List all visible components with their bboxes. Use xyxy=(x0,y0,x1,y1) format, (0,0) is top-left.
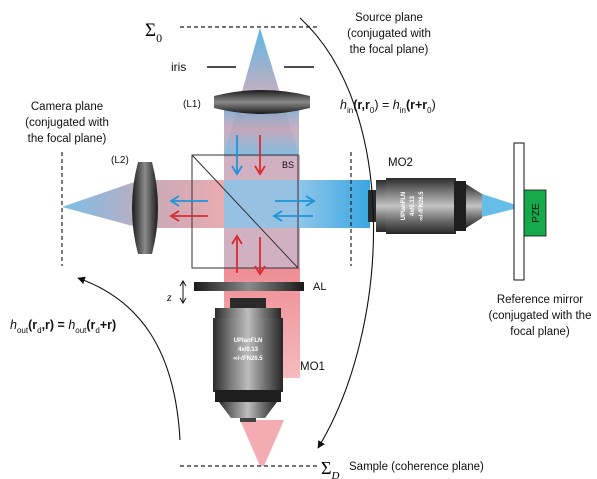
arrow-blue-return-head xyxy=(272,210,283,222)
splitter-beam-h xyxy=(224,180,300,228)
al-plate xyxy=(194,282,304,291)
camera-plane-line2: (conjugated with xyxy=(25,117,109,129)
z-label: z xyxy=(166,290,172,304)
reference-focus-beam xyxy=(470,190,522,220)
arrow-red-down-head xyxy=(254,265,266,276)
beam-splitter xyxy=(191,154,299,269)
h-in-equation: hin(r,r0) = hin(r+r0) xyxy=(340,98,436,115)
beam-arrows xyxy=(169,135,316,276)
mo2-text-1: UPlanFLN xyxy=(401,192,407,221)
mo1-objective xyxy=(213,298,283,422)
pze-label: PZE xyxy=(531,203,542,223)
camera-plane-line1: Camera plane xyxy=(31,101,103,113)
al-label: AL xyxy=(313,281,326,293)
source-plane-line3: the focal plane) xyxy=(350,44,429,56)
bs-label: BS xyxy=(282,160,294,170)
arrow-red-left-head xyxy=(169,210,180,222)
pze-block xyxy=(523,189,547,237)
camera-plane-line3: the focal plane) xyxy=(28,133,107,145)
sigma-d-label: ΣD xyxy=(321,458,339,479)
mo1-label: MO1 xyxy=(300,361,325,373)
arrow-red-up-head xyxy=(231,234,243,245)
sigma-0-label: Σ0 xyxy=(145,20,162,45)
mirror-line1: Reference mirror xyxy=(497,294,583,306)
arrow-blue-right-head xyxy=(305,195,316,207)
beam-splitter-diagonal xyxy=(191,154,299,269)
sample-plane-label: Sample (coherence plane) xyxy=(349,461,484,473)
mo2-objective xyxy=(368,178,482,234)
source-plane-line2: (conjugated with xyxy=(347,28,431,40)
curved-arrow-sample-camera xyxy=(77,276,181,441)
curved-arrow-source-sample xyxy=(299,17,375,449)
lens-l2 xyxy=(132,162,158,254)
source-plane-line1: Source plane xyxy=(355,12,423,24)
iris-label: iris xyxy=(171,60,186,74)
mirror-line3: focal plane) xyxy=(510,326,570,338)
arrow-blue-down-top-head xyxy=(231,165,243,176)
mo1-text-1: UPlanFLN xyxy=(234,338,263,344)
reference-beam xyxy=(300,180,370,228)
mo2-text-2: 4x/0.13 xyxy=(410,195,416,216)
h-out-equation: hout(rd,r) = hout(rd+r) xyxy=(10,318,116,335)
arrow-red-down-top-head xyxy=(254,165,266,176)
sample-focus-beam xyxy=(240,420,284,466)
reference-mirror xyxy=(513,142,525,281)
arrow-blue-left-head xyxy=(169,195,180,207)
mo1-text-2: 4x/0.13 xyxy=(238,347,259,353)
l1-label: (L1) xyxy=(183,99,201,110)
mirror-line2: (conjugated with the xyxy=(489,310,592,322)
l2-label: (L2) xyxy=(111,155,129,166)
mo2-text-3: ∞/-/FN26.5 xyxy=(419,191,425,221)
mo2-label: MO2 xyxy=(388,157,413,169)
lens-l1 xyxy=(214,90,310,114)
mo1-text-3: ∞/-/FN26.5 xyxy=(233,356,263,362)
